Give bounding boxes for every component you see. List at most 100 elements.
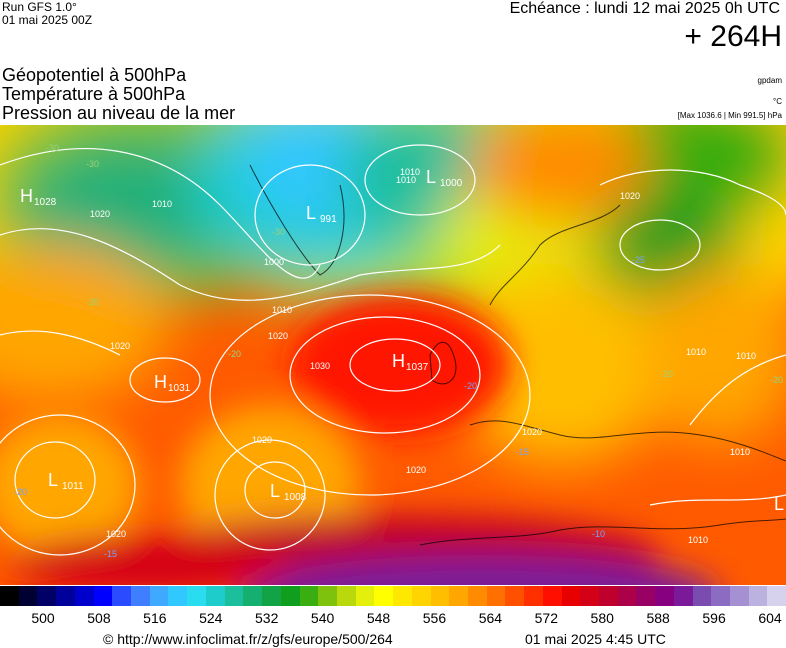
pressure-center-symbol: L [48, 470, 58, 490]
colorbar-swatch [393, 586, 412, 606]
model-run-label: Run GFS 1.0° [2, 0, 77, 14]
colorbar-tick-label: 548 [366, 610, 391, 626]
isobar-label: 1020 [110, 341, 130, 351]
colorbar [0, 586, 786, 606]
pressure-center-symbol: H [154, 372, 167, 392]
colorbar-swatch [56, 586, 75, 606]
colorbar-tick-label: 604 [758, 610, 782, 626]
lead-time-label: + 264H [684, 20, 782, 53]
colorbar-swatch [617, 586, 637, 606]
credit-link[interactable]: © http://www.infoclimat.fr/z/gfs/europe/… [103, 631, 393, 647]
pressure-center-value: 1000 [440, 178, 463, 189]
isobars [0, 144, 786, 556]
colorbar-swatch [542, 586, 562, 606]
colorbar-swatch [748, 586, 768, 606]
colorbar-tick-label: 540 [310, 610, 335, 626]
isobar-label: 1010 [396, 175, 416, 185]
temp-label: -30 [86, 159, 99, 169]
pressure-center-symbol: L [774, 494, 784, 514]
temp-label: -20 [86, 297, 99, 307]
colorbar-swatch [280, 586, 300, 606]
colorbar-swatch [636, 586, 656, 606]
colorbar-swatch [149, 586, 169, 606]
colorbar-swatch [486, 586, 506, 606]
colorbar-swatch [131, 586, 150, 606]
colorbar-swatch [673, 586, 693, 606]
temp-label: -10 [592, 529, 605, 539]
isobar-label: 1030 [310, 361, 330, 371]
pressure-center-value: 1011 [62, 481, 84, 492]
temp-label: -25 [632, 255, 645, 265]
weather-map: H 1028 L 1000 L 991 H 1031 H 1037 L 1011… [0, 125, 786, 585]
temp-label: -20 [228, 349, 241, 359]
colorbar-swatch [74, 586, 94, 606]
temp-label: -15 [516, 447, 529, 457]
colorbar-swatch [692, 586, 712, 606]
temp-label: -20 [14, 487, 27, 497]
colorbar-swatch [318, 586, 337, 606]
colorbar-swatch [168, 586, 188, 606]
colorbar-tick-label: 588 [646, 610, 670, 626]
pressure-center-symbol: L [270, 481, 280, 501]
pressure-center-value: 1037 [406, 362, 429, 373]
colorbar-swatch [449, 586, 468, 606]
pressure-center-symbol: H [20, 186, 33, 206]
pressure-center-symbol: L [306, 203, 316, 223]
colorbar-swatch [187, 586, 206, 606]
weather-map-canvas: H 1028 L 1000 L 991 H 1031 H 1037 L 1011… [0, 125, 786, 585]
temp-label: -20 [660, 369, 673, 379]
colorbar-swatch [18, 586, 38, 606]
colorbar-tick-label: 556 [422, 610, 447, 626]
colorbar-swatch [767, 586, 786, 606]
colorbar-swatch [730, 586, 749, 606]
colorbar-tick-label: 508 [87, 610, 111, 626]
colorbar-swatch [411, 586, 431, 606]
colorbar-tick-label: 500 [31, 610, 55, 626]
colorbar-tick-label: 532 [255, 610, 279, 626]
isobar-label: 1010 [688, 535, 708, 545]
isobar-label: 1020 [620, 191, 640, 201]
colorbar-tick-label: 516 [143, 610, 167, 626]
isobar-label: 1000 [264, 257, 284, 267]
isobar-label: 1010 [152, 199, 172, 209]
layer-pressure-title: Pression au niveau de la mer [2, 103, 236, 123]
colorbar-swatch [37, 586, 57, 606]
echeance-label: Echéance : lundi 12 mai 2025 0h UTC [509, 0, 780, 17]
pressure-center-value: 1008 [284, 492, 307, 503]
isobar-label: 1010 [736, 351, 756, 361]
colorbar-swatch [599, 586, 618, 606]
colorbar-swatch [561, 586, 581, 606]
pressure-center-symbol: L [426, 167, 436, 187]
colorbar-tick-label: 580 [590, 610, 614, 626]
colorbar-swatch [467, 586, 487, 606]
geopotential-field [0, 125, 786, 585]
colorbar-swatch [355, 586, 375, 606]
colorbar-swatch [205, 586, 225, 606]
colorbar-swatch [93, 586, 113, 606]
colorbar-swatch [299, 586, 319, 606]
temp-label: -20 [770, 375, 783, 385]
pressure-center-symbol: H [392, 351, 405, 371]
colorbar-ticks: 500 508 516 524 532 540 548 556 564 572 580 588 596 6… [0, 610, 786, 626]
unit-celsius: °C [773, 97, 782, 106]
isobar-label: 1020 [406, 465, 426, 475]
colorbar-tick-label: 572 [534, 610, 558, 626]
temperature-labels: -30 -30 -20 -30 -20 -20 -25 -20 -20 -15 … [14, 143, 783, 559]
isobar-label: 1020 [268, 331, 288, 341]
colorbar-tick-label: 596 [702, 610, 726, 626]
colorbar-swatch [430, 586, 450, 606]
pressure-range-label: [Max 1036.6 | Min 991.5] hPa [677, 111, 782, 120]
temp-label: -30 [272, 227, 285, 237]
colorbar-swatch [112, 586, 132, 606]
temp-label: -20 [464, 381, 477, 391]
colorbar-tick-label: 564 [478, 610, 503, 626]
layer-temperature-title: Température à 500hPa [2, 84, 186, 104]
colorbar-swatch [243, 586, 263, 606]
colorbar-swatch [374, 586, 394, 606]
colorbar-swatch [580, 586, 599, 606]
colorbar-swatch [655, 586, 674, 606]
pressure-center-value: 1028 [34, 197, 57, 208]
colorbar-tick-label: 524 [199, 610, 223, 626]
isobar-label: 1020 [106, 529, 126, 539]
pressure-centers: H 1028 L 1000 L 991 H 1031 H 1037 L 1011… [20, 167, 784, 514]
